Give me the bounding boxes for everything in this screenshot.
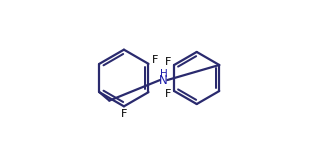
Text: N: N [159,74,168,88]
Text: F: F [152,55,158,65]
Text: H: H [160,69,168,79]
Text: F: F [121,109,127,119]
Text: F: F [165,90,171,100]
Text: F: F [165,56,171,66]
